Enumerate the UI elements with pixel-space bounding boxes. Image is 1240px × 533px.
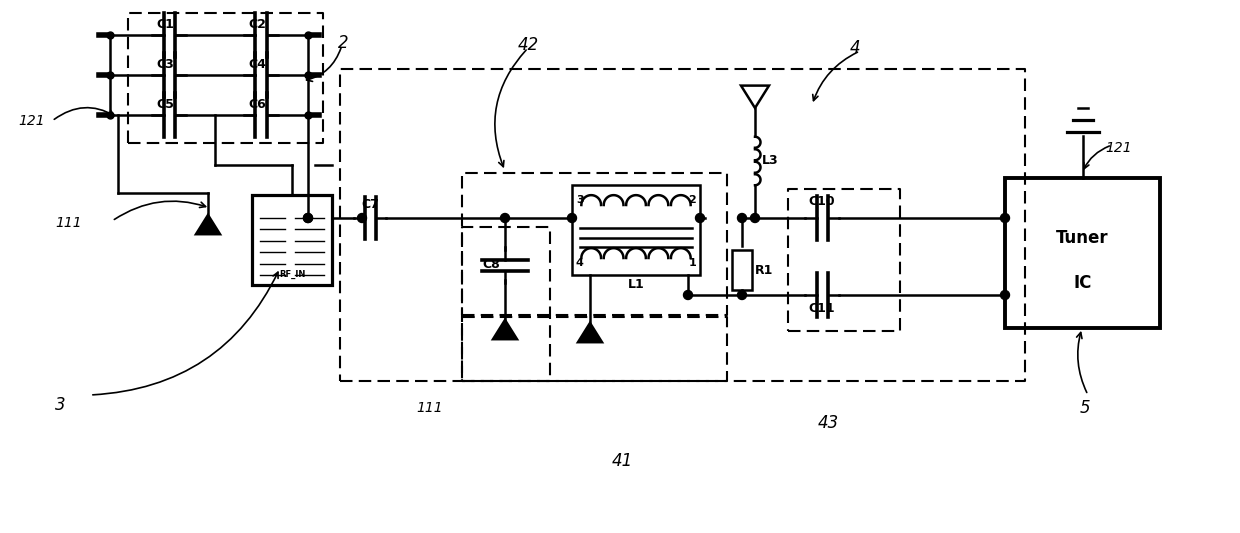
Text: 1: 1: [688, 258, 696, 268]
Text: 2: 2: [339, 34, 348, 52]
Text: C4: C4: [248, 58, 265, 71]
Circle shape: [1001, 290, 1009, 300]
Text: L3: L3: [763, 155, 779, 167]
Circle shape: [501, 214, 510, 222]
Text: C1: C1: [156, 18, 174, 31]
Text: C10: C10: [808, 195, 836, 208]
Text: 111: 111: [417, 401, 444, 415]
Text: 4: 4: [577, 258, 584, 268]
Polygon shape: [196, 215, 219, 234]
Text: C2: C2: [248, 18, 265, 31]
Text: 121: 121: [1105, 141, 1132, 155]
Circle shape: [683, 290, 692, 300]
Polygon shape: [494, 320, 517, 339]
Text: 43: 43: [818, 414, 839, 432]
Bar: [252, 195, 332, 285]
Bar: [1004, 178, 1159, 328]
Text: R1: R1: [755, 263, 774, 277]
Text: L1: L1: [627, 278, 645, 291]
Text: 3: 3: [55, 396, 66, 414]
Text: 41: 41: [611, 452, 632, 470]
Circle shape: [696, 214, 704, 222]
Circle shape: [750, 214, 759, 222]
Text: 42: 42: [518, 36, 539, 54]
Text: 121: 121: [19, 114, 45, 128]
Text: 111: 111: [55, 216, 82, 230]
Text: IC: IC: [1074, 274, 1091, 292]
Circle shape: [738, 214, 746, 222]
Text: C3: C3: [156, 58, 174, 71]
Text: C6: C6: [248, 98, 265, 111]
Circle shape: [1001, 214, 1009, 222]
Text: C7: C7: [361, 198, 379, 211]
Bar: [572, 185, 701, 275]
Text: 5: 5: [1080, 399, 1090, 417]
Text: 3: 3: [577, 195, 584, 205]
Text: C11: C11: [808, 302, 836, 315]
Circle shape: [304, 214, 312, 222]
Circle shape: [304, 214, 312, 222]
Text: RF_IN: RF_IN: [279, 270, 305, 279]
Text: 4: 4: [849, 39, 861, 57]
Circle shape: [568, 214, 577, 222]
Text: C8: C8: [482, 259, 500, 271]
Circle shape: [738, 290, 746, 300]
Polygon shape: [578, 323, 601, 342]
Text: C5: C5: [156, 98, 174, 111]
Text: 2: 2: [688, 195, 696, 205]
Circle shape: [357, 214, 367, 222]
Bar: [732, 250, 751, 290]
Text: Tuner: Tuner: [1056, 229, 1109, 247]
